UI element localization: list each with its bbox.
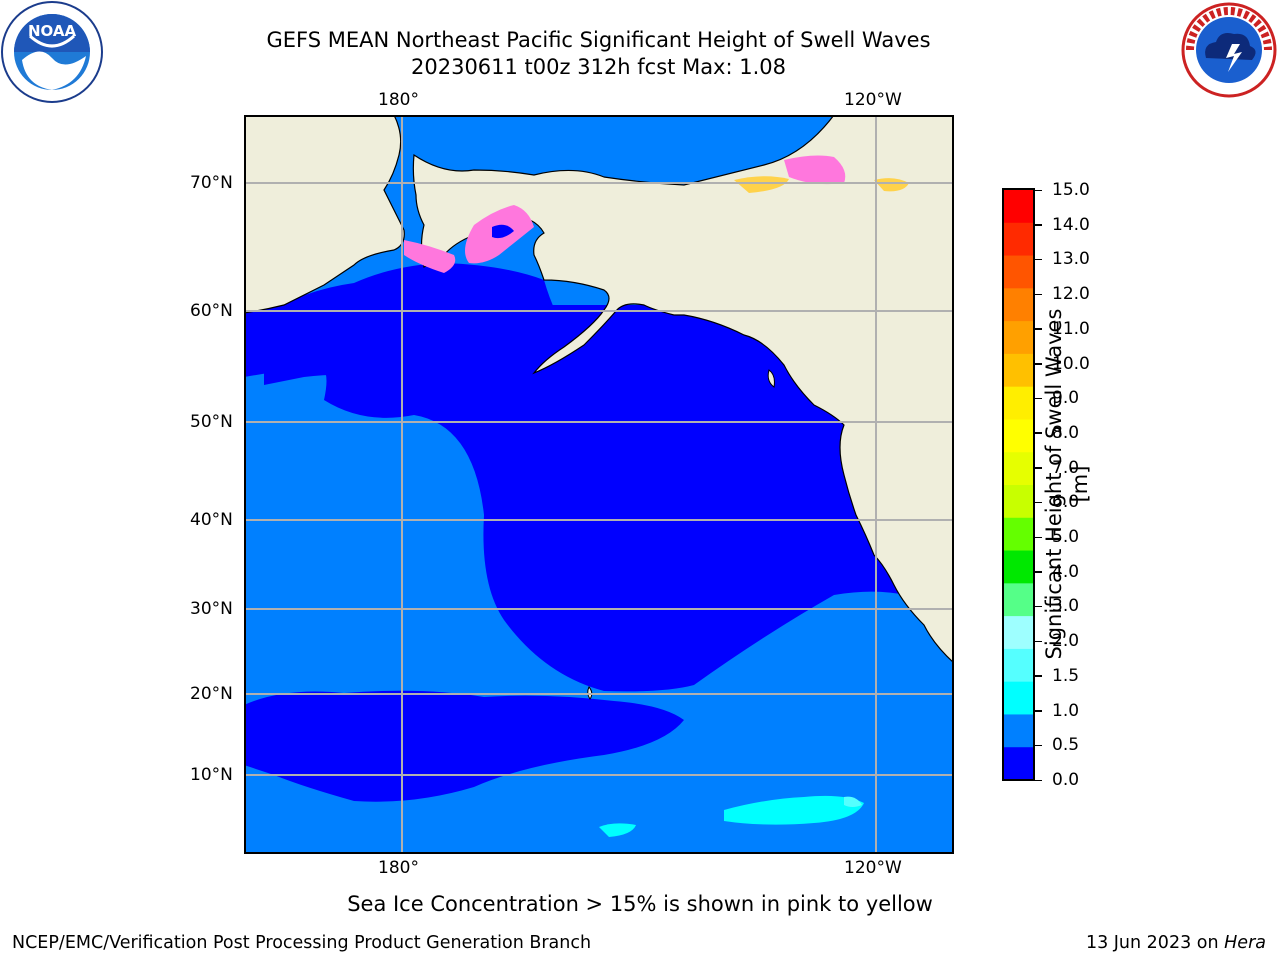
footer-date-text: 13 Jun 2023 on (1085, 933, 1225, 953)
colorbar-swatch (1004, 288, 1034, 322)
colorbar-tick-label: 15.0 (1052, 180, 1090, 200)
colorbar-swatch (1004, 485, 1034, 519)
colorbar-swatch (1004, 550, 1034, 584)
lon-label-top-120w: 120°W (844, 90, 902, 110)
map-frame (244, 115, 954, 854)
chart-subtitle: 20230611 t00z 312h fcst Max: 1.08 (411, 55, 786, 79)
colorbar-tick-mark (1034, 744, 1042, 747)
colorbar-tick-mark (1034, 224, 1042, 226)
land-island (767, 369, 775, 388)
colorbar-tick-label: 11.0 (1052, 318, 1090, 339)
colorbar-tick-mark (1034, 536, 1042, 539)
footer-date: 13 Jun 2023 on Hera (1086, 932, 1266, 954)
colorbar-swatch (1004, 386, 1034, 420)
lat-label-10n: 10°N (190, 765, 233, 785)
footer-machine: Hera (1224, 933, 1266, 953)
nws-logo (1181, 2, 1277, 98)
colorbar-tick-mark (1034, 675, 1042, 677)
colorbar-tick-label: 0.0 (1052, 770, 1080, 790)
colorbar-swatch (1004, 190, 1034, 224)
colorbar-tick-mark (1034, 467, 1042, 469)
sea-ice-note: Sea Ice Concentration > 15% is shown in … (347, 892, 933, 916)
colorbar-tick-mark (1034, 571, 1042, 573)
lat-label-20n: 20°N (190, 684, 233, 704)
colorbar-swatch (1004, 583, 1034, 617)
sea-ice-pink (404, 240, 456, 273)
colorbar-swatch (1004, 616, 1034, 650)
colorbar-tick-label: 12.0 (1052, 284, 1090, 305)
colorbar-tick-mark (1034, 605, 1042, 608)
colorbar-swatch (1004, 681, 1034, 715)
graticule (244, 115, 954, 854)
colorbar-tick-label: 9.0 (1052, 388, 1080, 409)
lat-label-60n: 60°N (190, 301, 233, 321)
colorbar-label: Significant Height of Swell Waves [m] (1042, 308, 1092, 660)
colorbar-tick-label: 3.0 (1052, 596, 1080, 617)
noaa-logo: NOAA (1, 1, 103, 103)
colorbar-tick-mark (1034, 432, 1042, 434)
colorbar-tick-label: 4.0 (1052, 561, 1080, 582)
colorbar-swatch (1004, 222, 1034, 257)
ocean-swell-0-0.5-bering (264, 263, 576, 393)
colorbar-tick-label: 1.0 (1052, 700, 1080, 721)
colorbar-tick-mark (1034, 397, 1042, 400)
land-chukotka (244, 115, 405, 314)
colorbar-tick-label: 7.0 (1052, 457, 1080, 478)
colorbar-swatch (1004, 517, 1034, 552)
sea-ice-yellow (874, 178, 909, 192)
colorbar-swatch (1004, 419, 1034, 453)
colorbar-tick-mark (1034, 293, 1042, 296)
ocean-swell-1.0-1.5-patch-3 (844, 796, 862, 807)
colorbar-tick-mark (1034, 710, 1042, 712)
colorbar-tick-label: 0.5 (1052, 735, 1080, 756)
colorbar-tick-mark (1034, 258, 1042, 261)
ocean-swell-0-0.5-subtropical (244, 690, 684, 802)
colorbar-tick-mark (1034, 328, 1042, 330)
footer-branch: NCEP/EMC/Verification Post Processing Pr… (12, 933, 592, 953)
colorbar-tick-mark (1034, 779, 1042, 781)
colorbar-tick-mark (1034, 363, 1042, 365)
lon-label-bottom-180: 180° (378, 858, 419, 878)
colorbar (1002, 188, 1035, 781)
lon-label-top-180: 180° (378, 90, 419, 110)
lat-label-50n: 50°N (190, 412, 233, 432)
colorbar-tick-label: 1.5 (1052, 665, 1080, 686)
colorbar-swatch (1004, 353, 1034, 388)
lat-label-40n: 40°N (190, 510, 233, 530)
colorbar-tick-label: 10.0 (1052, 353, 1090, 374)
colorbar-tick-mark (1034, 640, 1042, 643)
colorbar-tick-label: 13.0 (1052, 249, 1090, 270)
colorbar-tick-mark (1034, 189, 1042, 191)
colorbar-swatch (1004, 255, 1034, 289)
noaa-logo-text: NOAA (28, 22, 77, 40)
ocean-swell-1.0-1.5-patch-2 (599, 823, 636, 837)
sea-ice-yellow (734, 176, 789, 193)
lon-label-bottom-120w: 120°W (844, 858, 902, 878)
colorbar-tick-label: 14.0 (1052, 214, 1090, 235)
ocean-swell-1.0-1.5-patch (724, 795, 864, 825)
colorbar-swatch (1004, 321, 1034, 355)
lat-label-70n: 70°N (190, 173, 233, 193)
lat-label-30n: 30°N (190, 599, 233, 619)
colorbar-swatch (1004, 714, 1034, 748)
colorbar-tick-label: 6.0 (1052, 492, 1080, 513)
sea-ice-pink (784, 155, 846, 185)
chart-title: GEFS MEAN Northeast Pacific Significant … (266, 28, 931, 52)
colorbar-tick-label: 5.0 (1052, 527, 1080, 548)
swell-height-map (244, 115, 954, 854)
colorbar-tick-label: 2.0 (1052, 631, 1080, 652)
colorbar-swatch (1004, 747, 1034, 781)
colorbar-swatch (1004, 648, 1034, 683)
sea-ice-blue-core (492, 224, 514, 239)
colorbar-tick-label: 8.0 (1052, 422, 1080, 443)
colorbar-swatch (1004, 452, 1034, 486)
ocean-swell-0-0.5-gulf (564, 315, 864, 595)
colorbar-tick-mark (1034, 501, 1042, 504)
